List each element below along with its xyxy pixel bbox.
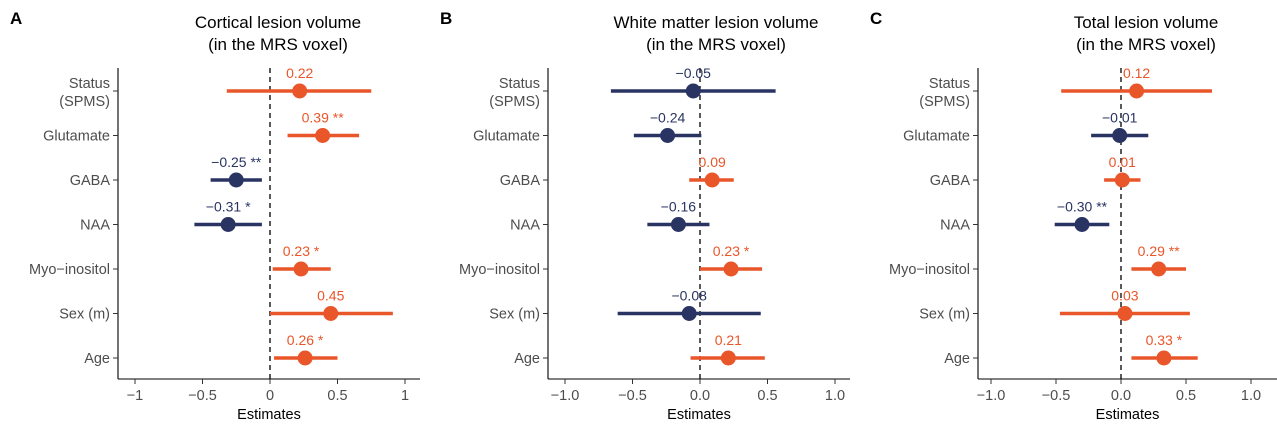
panel-title: Cortical lesion volume [195,13,361,32]
data-label: 0.03 [1111,288,1138,304]
data-label: −0.24 [650,110,686,126]
y-tick-label: NAA [940,218,970,234]
data-label: −0.01 [1102,110,1138,126]
y-tick-label: NAA [80,218,110,234]
data-label: −0.08 [671,288,707,304]
data-label: −0.31 * [206,199,251,215]
estimate-point [670,217,686,232]
y-tick-label: Sex (m) [59,307,110,323]
y-tick-label: Sex (m) [489,307,540,323]
panel-subtitle: (in the MRS voxel) [1076,35,1216,54]
panel-title: Total lesion volume [1074,13,1219,32]
x-tick-label: −1.0 [551,388,580,404]
data-label: 0.29 ** [1138,243,1181,259]
x-tick-label: 1.0 [1241,388,1261,404]
x-axis-title: Estimates [237,407,301,423]
panel-title: White matter lesion volume [613,13,818,32]
estimate-point [1129,83,1145,99]
y-tick-label: GABA [930,173,971,189]
x-tick-label: 1 [401,388,409,404]
data-label: −0.30 ** [1057,199,1108,215]
y-tick-label: Glutamate [903,129,970,145]
y-tick-label: Age [514,351,540,367]
x-tick-label: 0.0 [1111,388,1131,404]
estimate-point [315,128,331,143]
estimate-point [681,306,697,321]
y-tick-label: Myo−inositol [29,262,110,278]
estimate-point [704,172,720,188]
data-label: −0.16 [661,199,697,215]
data-label: 0.22 [286,65,313,81]
estimate-point [1117,306,1133,321]
estimate-point [1112,128,1128,143]
y-tick-label: GABA [70,173,111,189]
data-label: −0.05 [676,65,712,81]
y-tick-label: (SPMS) [489,94,540,110]
y-tick-label: Glutamate [43,129,110,145]
data-label: −0.25 ** [211,154,262,170]
panel-b: B White matter lesion volume (in the MRS v… [440,9,850,423]
x-tick-label: 1.0 [825,388,845,404]
x-tick-label: −1.0 [977,388,1006,404]
estimate-point [1151,261,1167,277]
y-tick-label: (SPMS) [59,94,110,110]
x-tick-label: 0.5 [327,388,347,404]
y-tick-label: Myo−inositol [889,262,970,278]
estimate-point [660,128,676,143]
panel-a: A Cortical lesion volume (in the MRS voxel… [10,9,420,423]
data-label: 0.33 * [1146,332,1183,348]
data-label: 0.21 [715,332,742,348]
y-tick-label: Status [499,76,540,92]
panel-subtitle: (in the MRS voxel) [646,35,786,54]
y-tick-label: Glutamate [473,129,540,145]
data-label: 0.12 [1123,65,1150,81]
estimate-point [297,350,313,366]
x-tick-label: 0.5 [1176,388,1196,404]
y-tick-label: Age [84,351,110,367]
y-tick-label: Status [929,76,970,92]
x-tick-label: −0.5 [1042,388,1071,404]
x-tick-label: −0.5 [618,388,647,404]
y-tick-label: (SPMS) [919,94,970,110]
data-label: 0.23 * [713,243,750,259]
panel-subtitle: (in the MRS voxel) [208,35,348,54]
data-label: 0.09 [699,154,726,170]
x-tick-label: 0 [266,388,274,404]
panel-letter: A [10,9,22,28]
panel-letter: B [440,9,452,28]
data-label: 0.26 * [287,332,324,348]
estimate-point [292,83,308,99]
x-tick-label: −1 [127,388,144,404]
estimate-point [323,306,339,321]
data-label: 0.23 * [283,243,320,259]
y-tick-label: Age [944,351,970,367]
estimate-point [723,261,739,277]
estimate-point [685,83,701,99]
y-tick-label: GABA [500,173,541,189]
estimate-point [720,350,736,366]
y-tick-label: Sex (m) [919,307,970,323]
data-label: 0.45 [317,288,344,304]
x-axis-title: Estimates [1096,407,1160,423]
data-label: 0.01 [1109,154,1136,170]
panel-letter: C [870,9,882,28]
x-tick-label: 0.5 [757,388,777,404]
estimate-point [220,217,236,232]
panel-c: C Total lesion volume (in the MRS voxel) −1… [870,9,1277,423]
data-label: 0.39 ** [302,110,345,126]
x-tick-label: 0.0 [690,388,710,404]
estimate-point [1156,350,1172,366]
x-axis-title: Estimates [667,407,731,423]
estimate-point [1074,217,1090,232]
y-tick-label: NAA [510,218,540,234]
estimate-point [228,172,244,188]
estimate-point [1114,172,1130,188]
x-tick-label: −0.5 [188,388,217,404]
y-tick-label: Status [69,76,110,92]
y-tick-label: Myo−inositol [459,262,540,278]
estimate-point [293,261,309,277]
